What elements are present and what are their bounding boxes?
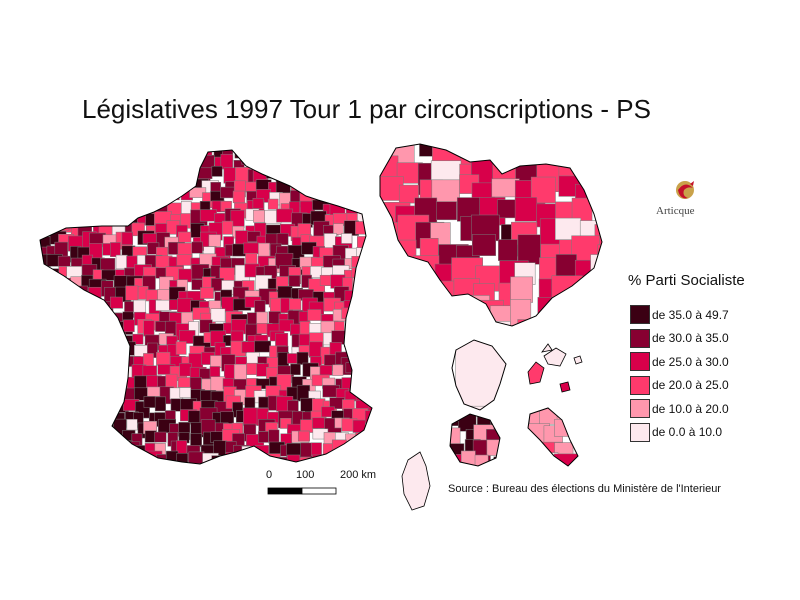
legend-label: de 30.0 à 35.0 <box>652 331 729 346</box>
legend-swatch <box>630 305 650 325</box>
circonscription-group <box>40 150 372 464</box>
legend-swatch <box>630 399 650 419</box>
scale-label: 200 km <box>340 469 377 481</box>
scale-label: 0 <box>266 469 273 481</box>
scale-label: 100 <box>296 469 315 481</box>
legend-label: de 10.0 à 20.0 <box>652 401 729 416</box>
source-note: Source : Bureau des élections du Ministè… <box>448 483 721 495</box>
legend-item: de 20.0 à 25.0 <box>630 374 729 398</box>
legend: de 35.0 à 49.7 de 30.0 à 35.0 de 25.0 à … <box>630 303 729 444</box>
legend-swatch <box>630 328 650 348</box>
legend-item: de 10.0 à 20.0 <box>630 397 729 421</box>
circonscription-group <box>528 408 578 466</box>
legend-swatch <box>630 352 650 372</box>
legend-label: de 25.0 à 30.0 <box>652 354 729 369</box>
legend-item: de 0.0 à 10.0 <box>630 421 729 445</box>
legend-label: de 35.0 à 49.7 <box>652 307 729 322</box>
circonscription-group <box>450 414 500 466</box>
legend-swatch <box>630 422 650 442</box>
legend-item: de 30.0 à 35.0 <box>630 327 729 351</box>
scale-bar-labels: 0 100 200 km <box>262 469 392 483</box>
legend-title: % Parti Socialiste <box>628 272 745 289</box>
legend-swatch <box>630 375 650 395</box>
logo-text: Articque <box>656 205 695 217</box>
map-title: Législatives 1997 Tour 1 par circonscrip… <box>82 94 651 124</box>
legend-label: de 20.0 à 25.0 <box>652 378 729 393</box>
articque-logo-icon <box>676 181 694 199</box>
legend-item: de 35.0 à 49.7 <box>630 303 729 327</box>
scale-bar <box>267 487 337 495</box>
legend-item: de 25.0 à 30.0 <box>630 350 729 374</box>
legend-label: de 0.0 à 10.0 <box>652 425 723 440</box>
